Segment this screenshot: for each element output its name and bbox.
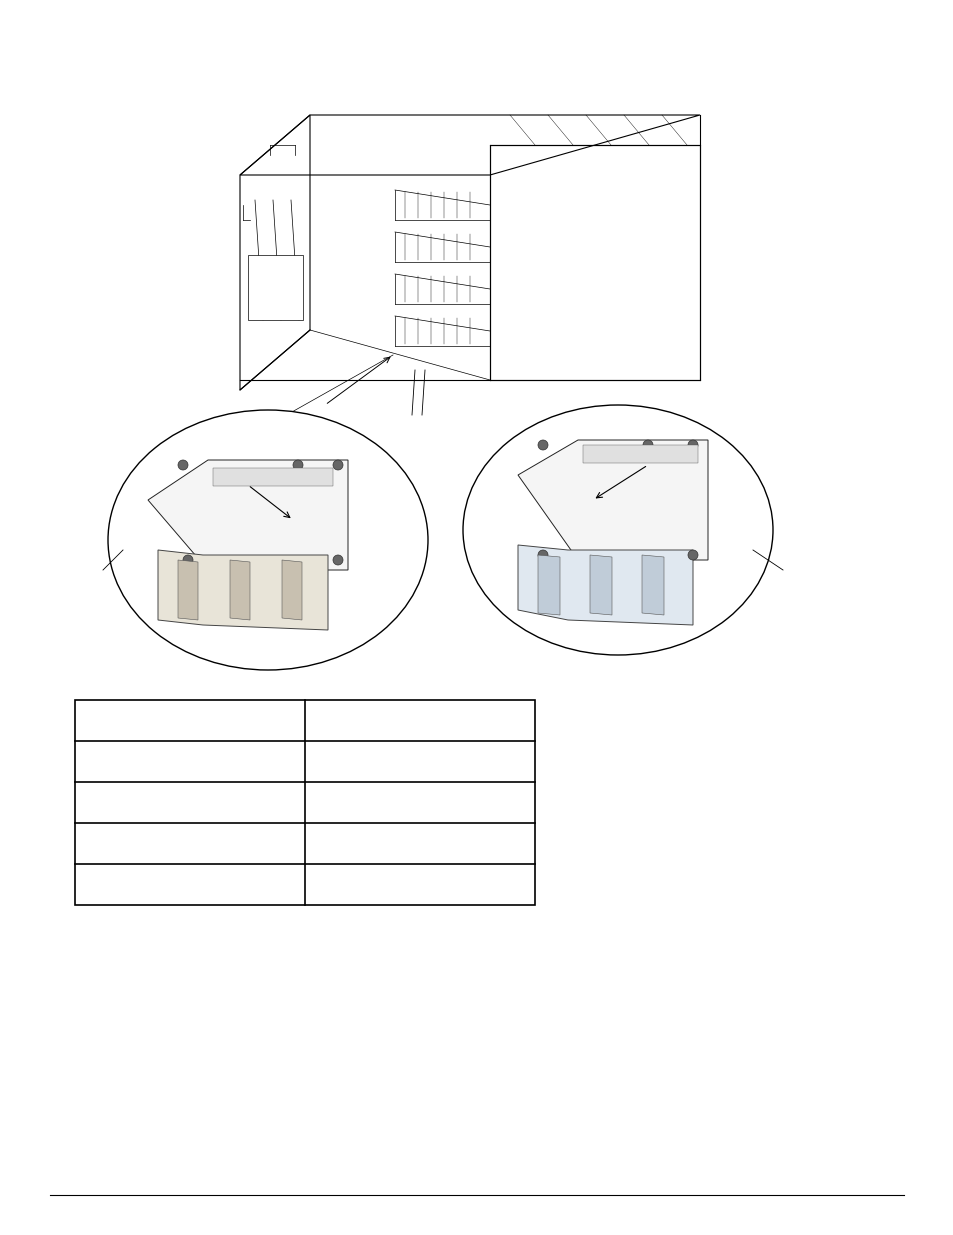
- Circle shape: [178, 459, 188, 471]
- Polygon shape: [641, 555, 663, 615]
- Circle shape: [642, 440, 652, 450]
- Polygon shape: [517, 440, 707, 559]
- Circle shape: [687, 550, 698, 559]
- Ellipse shape: [462, 405, 772, 655]
- Circle shape: [183, 555, 193, 564]
- FancyArrowPatch shape: [286, 483, 290, 597]
- Polygon shape: [158, 550, 328, 630]
- Circle shape: [687, 440, 698, 450]
- Circle shape: [333, 459, 343, 471]
- Bar: [213, 468, 333, 487]
- Circle shape: [333, 555, 343, 564]
- Polygon shape: [517, 545, 692, 625]
- Bar: [248, 254, 303, 320]
- Circle shape: [537, 550, 547, 559]
- Circle shape: [537, 440, 547, 450]
- Polygon shape: [178, 559, 198, 620]
- Polygon shape: [589, 555, 612, 615]
- Polygon shape: [148, 459, 348, 571]
- Bar: [582, 445, 698, 463]
- Circle shape: [293, 459, 303, 471]
- Ellipse shape: [108, 410, 428, 671]
- Polygon shape: [282, 559, 302, 620]
- Polygon shape: [230, 559, 250, 620]
- Bar: [75, 700, 535, 905]
- Polygon shape: [537, 555, 559, 615]
